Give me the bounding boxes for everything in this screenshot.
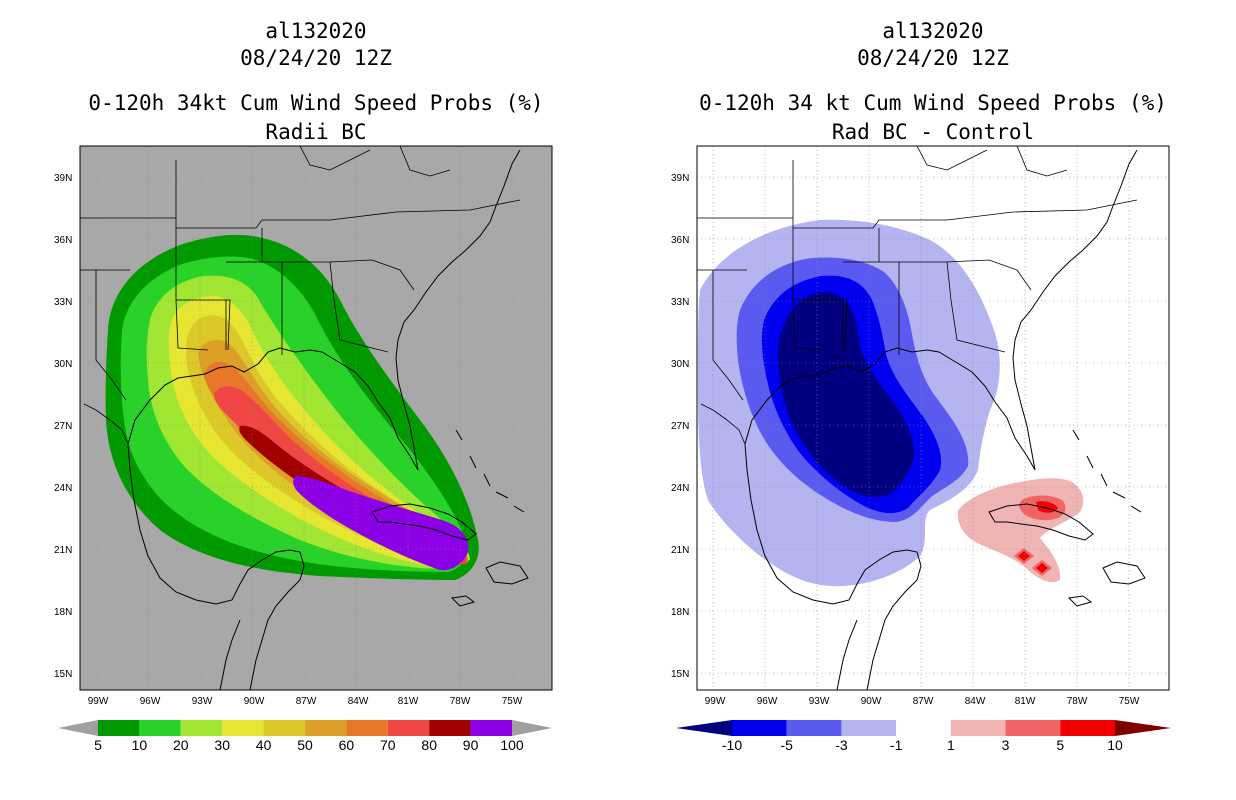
diff-band-pos5b: [1018, 551, 1048, 573]
lon-label: 75W: [1119, 696, 1140, 707]
colorbar-swatch: [387, 720, 430, 736]
colorbar-arrow-low: [676, 720, 732, 736]
left-lat-labels: 39N 36N 33N 30N 27N 24N 21N 18N 15N: [54, 173, 72, 680]
left-colorbar: 5 10 20 30 40 50 60 70 80 90 100: [58, 720, 552, 753]
colorbar-label: 5: [94, 737, 102, 753]
lon-label: 96W: [757, 696, 778, 707]
colorbar-label: 60: [339, 737, 355, 753]
colorbar-label: 70: [380, 737, 396, 753]
colorbar-swatch: [896, 720, 951, 736]
lon-label: 84W: [965, 696, 986, 707]
colorbar-label: 5: [1056, 737, 1064, 753]
left-lon-labels: 99W 96W 93W 90W 87W 84W 81W 78W 75W: [88, 696, 523, 707]
colorbar-label: 20: [173, 737, 189, 753]
lon-label: 75W: [502, 696, 523, 707]
diff-band-neg10: [778, 292, 915, 498]
colorbar-label: 10: [1107, 737, 1123, 753]
left-title-product: 0-120h 34kt Cum Wind Speed Probs (%): [88, 91, 544, 115]
colorbar-label: 30: [214, 737, 230, 753]
lat-label: 39N: [671, 173, 689, 184]
lat-label: 21N: [671, 545, 689, 556]
lat-label: 39N: [54, 173, 72, 184]
lat-label: 36N: [671, 235, 689, 246]
colorbar-swatch: [139, 720, 181, 736]
lon-label: 90W: [861, 696, 882, 707]
right-title-storm: al132020: [882, 19, 984, 43]
colorbar-arrow-high: [512, 720, 552, 736]
colorbar-arrow-high: [1115, 720, 1171, 736]
prob-band-50: [198, 339, 468, 563]
colorbar-label: -10: [722, 737, 742, 753]
lat-label: 21N: [54, 545, 72, 556]
prob-band-40: [186, 315, 468, 565]
lat-label: 24N: [671, 483, 689, 494]
lat-label: 27N: [54, 421, 72, 432]
lat-label: 15N: [54, 669, 72, 680]
colorbar-swatch: [263, 720, 305, 736]
colorbar-label: 100: [500, 737, 524, 753]
colorbar-swatch: [950, 720, 1006, 736]
lon-label: 93W: [192, 696, 213, 707]
colorbar-swatch: [1060, 720, 1115, 736]
lon-label: 99W: [705, 696, 726, 707]
lat-label: 18N: [54, 607, 72, 618]
lon-label: 78W: [1067, 696, 1088, 707]
diff-band-pos1b: [994, 534, 1012, 548]
colorbar-swatch: [180, 720, 223, 736]
right-lon-labels: 99W 96W 93W 90W 87W 84W 81W 78W 75W: [705, 696, 1140, 707]
colorbar-label: 50: [297, 737, 313, 753]
right-title-product: 0-120h 34 kt Cum Wind Speed Probs (%): [699, 91, 1167, 115]
lat-label: 15N: [671, 669, 689, 680]
right-map: [696, 145, 1170, 691]
colorbar-swatch: [470, 720, 512, 736]
colorbar-label: -1: [890, 737, 903, 753]
left-title-date: 08/24/20 12Z: [240, 46, 392, 70]
lon-label: 78W: [450, 696, 471, 707]
lat-label: 33N: [671, 297, 689, 308]
left-title-subtitle: Radii BC: [265, 120, 367, 144]
lon-label: 81W: [1015, 696, 1036, 707]
colorbar-swatch: [786, 720, 842, 736]
lat-label: 30N: [671, 359, 689, 370]
lon-label: 87W: [913, 696, 934, 707]
colorbar-label: 1: [947, 737, 955, 753]
left-map: [79, 145, 553, 691]
lat-label: 30N: [54, 359, 72, 370]
lon-label: 90W: [244, 696, 265, 707]
lat-label: 27N: [671, 421, 689, 432]
colorbar-swatch: [305, 720, 347, 736]
lon-label: 81W: [398, 696, 419, 707]
lon-label: 96W: [140, 696, 161, 707]
colorbar-label: 10: [132, 737, 148, 753]
prob-band-90: [293, 476, 469, 571]
lon-label: 84W: [348, 696, 369, 707]
colorbar-arrow-low: [58, 720, 98, 736]
colorbar-swatch: [429, 720, 471, 736]
colorbar-swatch: [841, 720, 897, 736]
colorbar-swatch: [1005, 720, 1061, 736]
colorbar-swatch: [98, 720, 140, 736]
lon-label: 87W: [296, 696, 317, 707]
left-title-storm: al132020: [265, 19, 367, 43]
colorbar-label: 80: [421, 737, 437, 753]
right-lat-labels: 39N 36N 33N 30N 27N 24N 21N 18N 15N: [671, 173, 689, 680]
colorbar-swatch: [346, 720, 388, 736]
colorbar-label: 40: [256, 737, 272, 753]
lat-label: 18N: [671, 607, 689, 618]
colorbar-swatch: [732, 720, 787, 736]
right-title-date: 08/24/20 12Z: [857, 46, 1009, 70]
lat-label: 24N: [54, 483, 72, 494]
colorbar-label: 3: [1002, 737, 1010, 753]
lon-label: 99W: [88, 696, 109, 707]
lon-label: 93W: [809, 696, 830, 707]
colorbar-swatch: [222, 720, 264, 736]
lat-label: 36N: [54, 235, 72, 246]
lat-label: 33N: [54, 297, 72, 308]
colorbar-label: -3: [835, 737, 848, 753]
right-colorbar: -10 -5 -3 -1 1 3 5 10: [676, 720, 1171, 753]
colorbar-label: 90: [463, 737, 479, 753]
right-title-subtitle: Rad BC - Control: [831, 120, 1035, 144]
colorbar-label: -5: [780, 737, 793, 753]
